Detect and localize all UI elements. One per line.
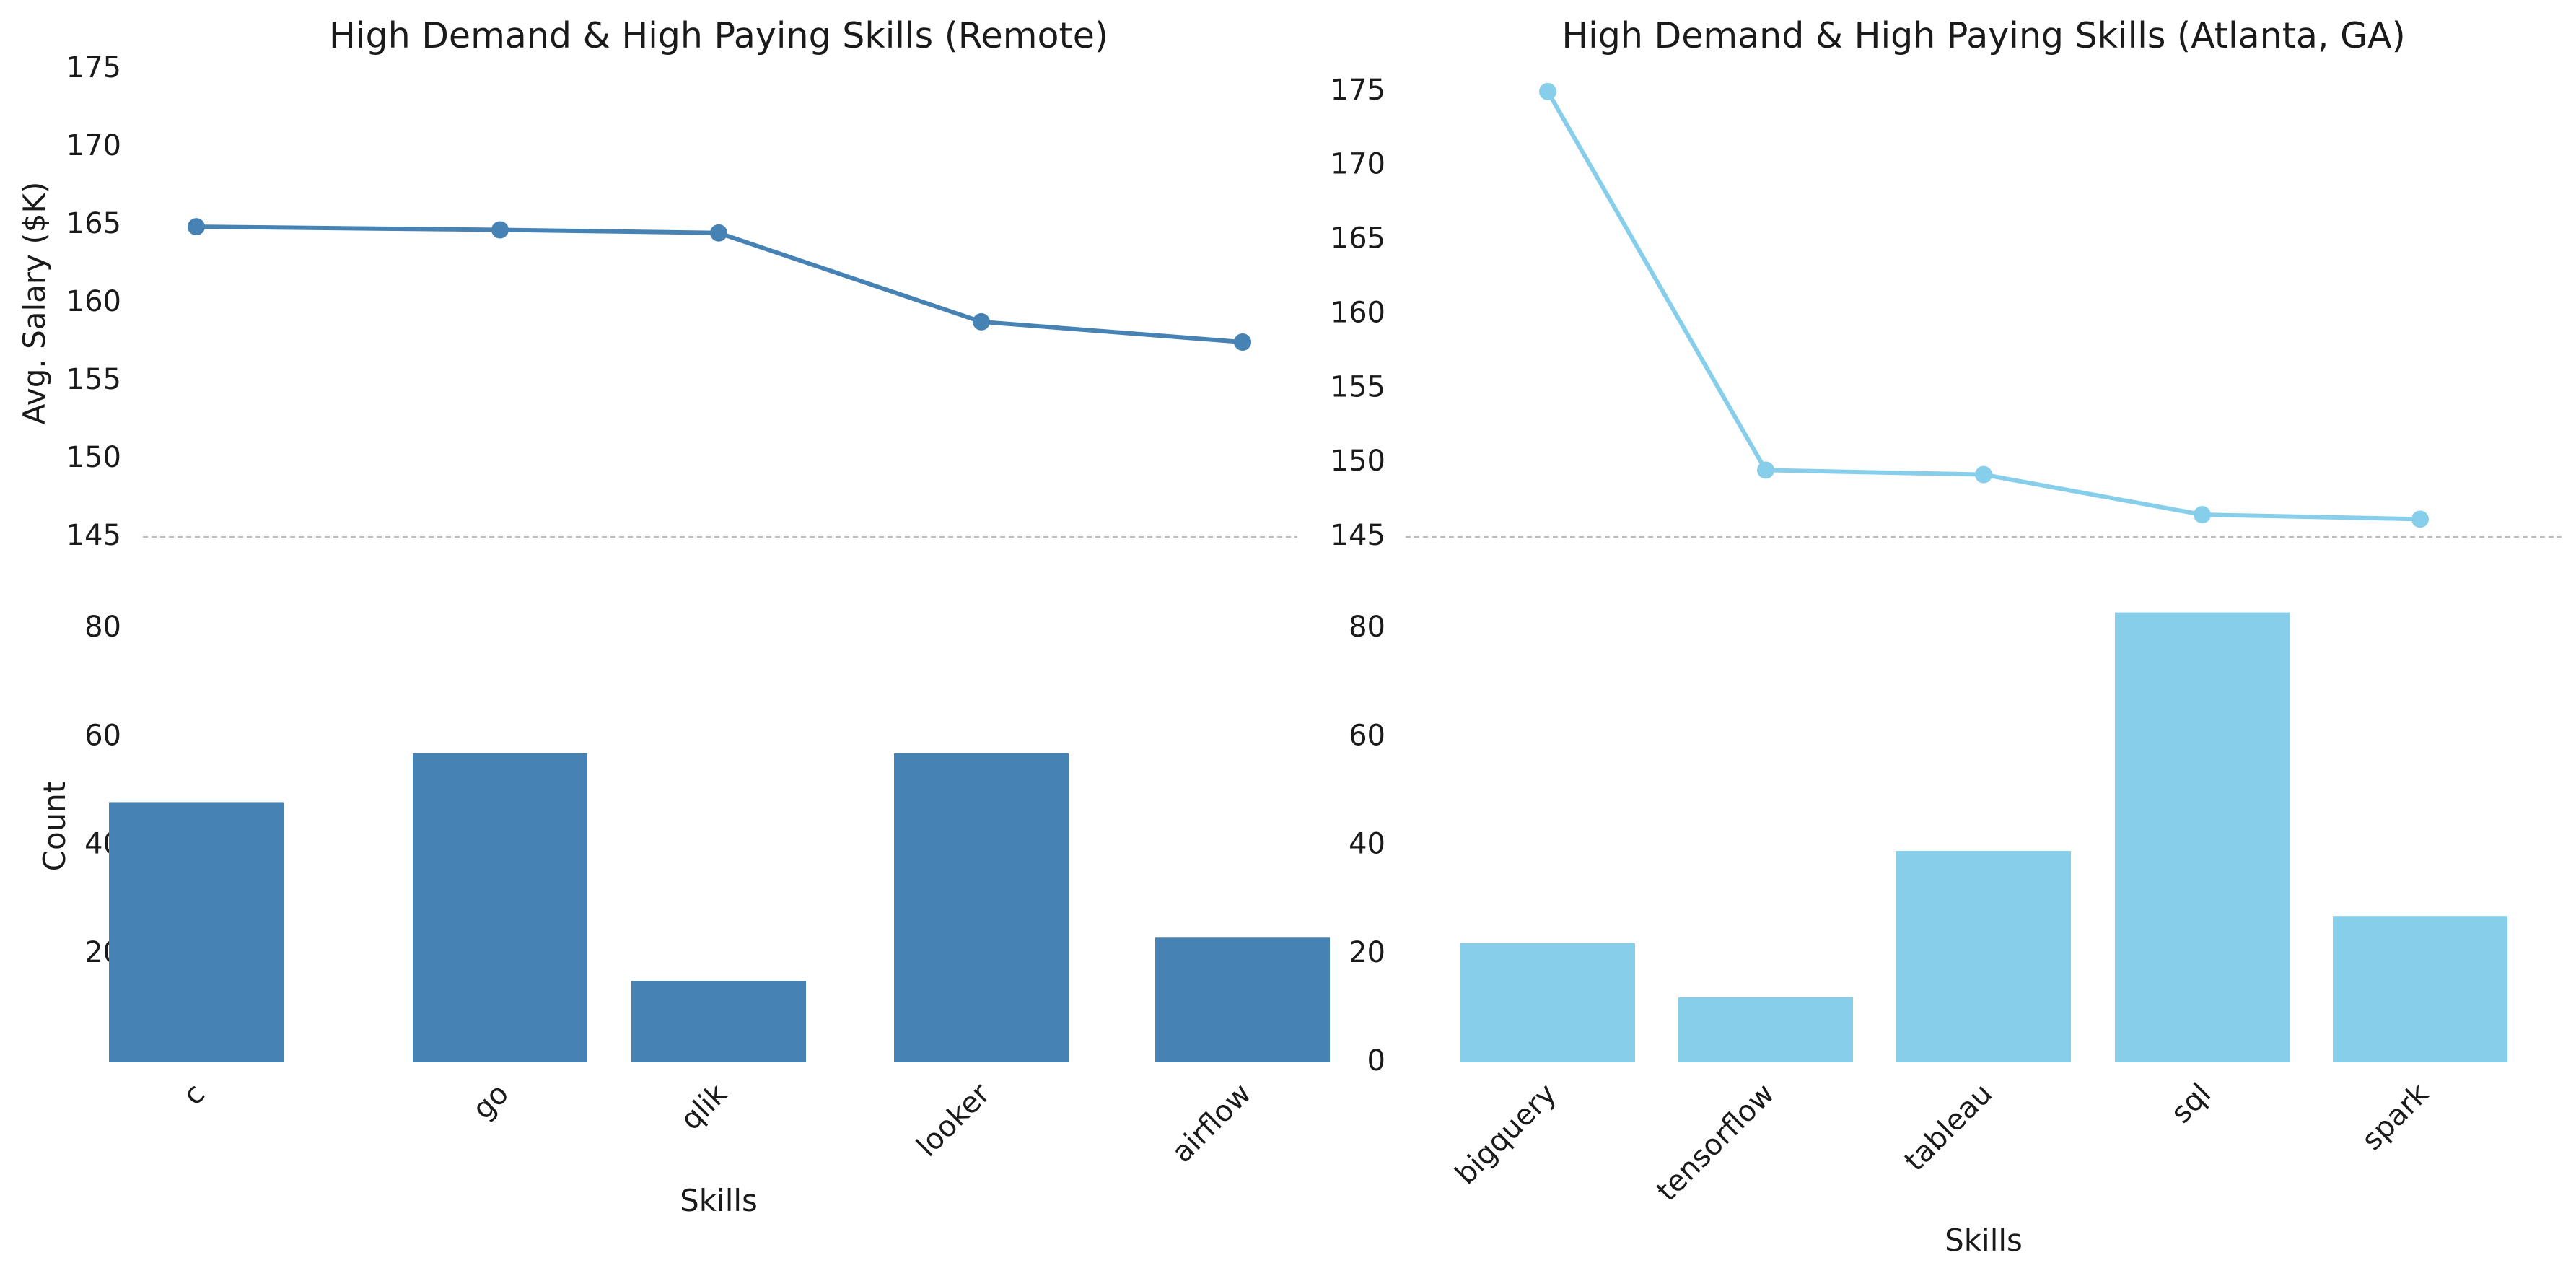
line-y-tick-label-atlanta: 160 [1331,296,1385,329]
x-tick-label-looker: looker [911,1077,997,1163]
count-bar-go [413,753,587,1062]
panel-remote: High Demand & High Paying Skills (Remote… [17,15,1330,1218]
count-bar-tableau [1896,851,2071,1062]
bar-y-axis-label-remote: Count [37,782,72,872]
salary-point-airflow [1234,333,1251,351]
salary-series-line-remote [194,224,1245,344]
line-y-tick-label-remote: 160 [66,285,121,318]
salary-line-plot-remote: 145 150 155 160 165 170 175 [66,51,1251,552]
x-tick-label-bigquery: bigquery [1449,1077,1563,1192]
bar-y-tick-label-atlanta: 40 [1349,828,1385,861]
x-tick-label-spark: spark [2356,1077,2436,1157]
salary-point-tensorflow [1757,461,1774,479]
chart-title-remote: High Demand & High Paying Skills (Remote… [329,15,1108,56]
line-y-tick-label-atlanta: 175 [1331,74,1385,107]
salary-point-looker [973,312,990,331]
x-tick-label-tensorflow: tensorflow [1650,1077,1781,1208]
salary-series-line-atlanta [1546,89,2422,522]
salary-point-bigquery [1539,82,1556,100]
line-y-tick-label-remote: 165 [66,207,121,240]
x-tick-label-sql: sql [2165,1077,2217,1130]
count-bar-qlik [631,981,806,1062]
bar-y-tick-label-atlanta: 0 [1367,1044,1385,1077]
count-bar-looker [894,753,1069,1062]
x-tick-label-airflow: airflow [1165,1077,1258,1170]
count-bar-airflow [1155,937,1330,1062]
line-y-tick-label-atlanta: 155 [1331,370,1385,403]
x-tick-label-c: c [177,1077,211,1112]
count-bar-bigquery [1460,943,1635,1062]
salary-line-plot-atlanta: 145 150 155 160 165 170 175 [1331,74,2429,552]
line-y-tick-label-remote: 145 [66,519,121,552]
count-bar-spark [2333,916,2507,1062]
bar-y-tick-label-remote: 80 [84,611,121,644]
line-y-axis-label-remote: Avg. Salary ($K) [17,182,52,425]
line-y-tick-label-remote: 175 [66,51,121,84]
salary-point-spark [2411,510,2429,528]
bar-y-tick-label-atlanta: 60 [1349,719,1385,752]
salary-point-c [188,218,205,236]
panel-atlanta: High Demand & High Paying Skills (Atlant… [1331,15,2562,1258]
line-y-tick-label-atlanta: 165 [1331,222,1385,255]
count-bar-c [109,802,284,1062]
line-y-tick-label-atlanta: 150 [1331,445,1385,478]
x-axis-label-remote: Skills [680,1183,758,1218]
salary-point-qlik [710,224,727,242]
salary-point-tableau [1975,465,1992,484]
line-y-tick-label-remote: 155 [66,363,121,396]
bar-y-tick-label-atlanta: 80 [1349,611,1385,644]
salary-point-go [491,221,509,239]
line-y-tick-label-remote: 170 [66,129,121,162]
line-y-tick-label-remote: 150 [66,441,121,474]
x-tick-label-go: go [466,1077,515,1127]
count-bar-plot-atlanta: 0 20 40 60 80 bigquery tensorflow tableau sql spa… [1349,611,2507,1207]
bar-y-tick-label-atlanta: 20 [1349,936,1385,969]
x-axis-label-atlanta: Skills [1945,1223,2023,1258]
salary-point-sql [2194,506,2211,524]
bar-y-tick-label-remote: 60 [84,719,121,752]
chart-title-atlanta: High Demand & High Paying Skills (Atlant… [1561,15,2405,56]
x-tick-label-qlik: qlik [674,1077,734,1137]
line-y-tick-label-atlanta: 145 [1331,519,1385,552]
count-bar-tensorflow [1678,997,1853,1062]
line-y-tick-label-atlanta: 170 [1331,148,1385,181]
x-tick-label-tableau: tableau [1898,1077,1999,1178]
count-bar-sql [2115,612,2290,1062]
